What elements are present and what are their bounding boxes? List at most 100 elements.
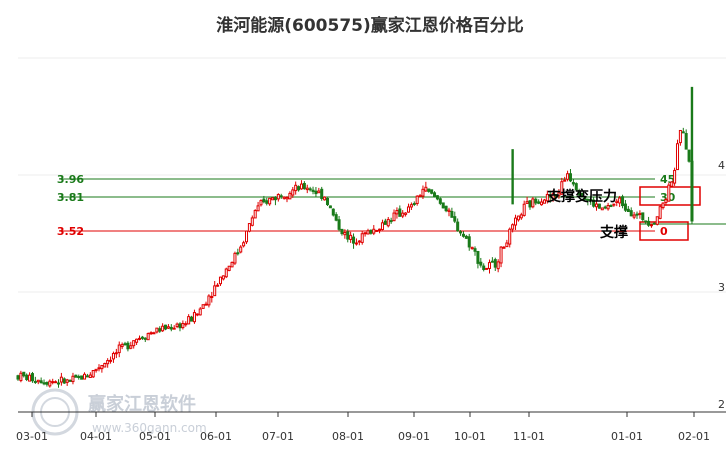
- candle-body: [100, 364, 104, 370]
- candle-body: [473, 248, 477, 252]
- candle-body: [661, 202, 665, 209]
- candle-body: [557, 192, 561, 197]
- x-tick-label: 09-01: [398, 430, 430, 443]
- candle-body: [271, 197, 275, 201]
- candle-body: [213, 285, 217, 297]
- candle-body: [242, 242, 246, 247]
- candle-body: [308, 188, 312, 191]
- x-tick-label: 06-01: [200, 430, 232, 443]
- x-tick-label: 04-01: [80, 430, 112, 443]
- candle-body: [571, 182, 575, 185]
- candle-body: [288, 192, 292, 200]
- candle-body: [259, 200, 263, 206]
- candle-body: [230, 261, 234, 268]
- candle-body: [560, 181, 564, 195]
- candle-body: [649, 224, 653, 227]
- candle-body: [375, 229, 379, 232]
- candle-body: [574, 183, 578, 191]
- candle-body: [88, 374, 92, 379]
- candle-body: [224, 268, 228, 278]
- candle-body: [418, 195, 422, 198]
- candle-body: [111, 352, 115, 360]
- candle-body: [187, 316, 191, 325]
- candle-body: [485, 267, 489, 270]
- candle-body: [317, 190, 321, 194]
- candle-body: [389, 220, 393, 223]
- candle-body: [340, 228, 344, 235]
- candle-body: [621, 196, 625, 207]
- candle-body: [114, 352, 118, 355]
- candle-body: [65, 379, 69, 383]
- candle-body: [233, 252, 237, 264]
- candle-body: [493, 259, 497, 268]
- candle-body: [91, 369, 95, 378]
- candle-body: [655, 216, 659, 225]
- candle-body: [140, 336, 144, 339]
- candle-body: [548, 195, 552, 198]
- annotation-label: 支撑: [599, 224, 628, 241]
- x-axis: 03-01 04-01 05-01 06-01 07-01 08-01 09-01 10-01…: [16, 411, 726, 443]
- candle-body: [459, 231, 463, 234]
- candle-body: [583, 196, 587, 201]
- candle-body: [383, 220, 387, 225]
- candle-body: [514, 217, 518, 226]
- candle-body: [566, 173, 570, 180]
- candle-body: [447, 209, 451, 212]
- candle-body: [265, 200, 269, 204]
- candle-body: [366, 230, 370, 235]
- candle-body: [192, 312, 196, 323]
- x-tick-label: 05-01: [139, 430, 171, 443]
- candle-body: [678, 129, 682, 144]
- candle-body: [175, 323, 179, 328]
- candle-body: [476, 250, 480, 264]
- x-tick-label: 10-01: [454, 430, 486, 443]
- candle-body: [343, 232, 347, 236]
- candle-body: [430, 189, 434, 194]
- candle-body: [216, 284, 220, 287]
- candle-body: [363, 232, 367, 235]
- candle-body: [398, 208, 402, 217]
- candle-body: [137, 337, 141, 340]
- candle-body: [580, 192, 584, 197]
- candle-body: [554, 194, 558, 197]
- candle-body: [146, 333, 150, 341]
- candle-body: [600, 207, 604, 211]
- candle-body: [603, 206, 607, 209]
- candle-body: [456, 221, 460, 232]
- candle-body: [490, 260, 494, 263]
- x-tick-label: 07-01: [262, 430, 294, 443]
- candle-body: [349, 234, 353, 240]
- candle-body: [210, 296, 214, 299]
- candle-body: [615, 200, 619, 203]
- candle-body: [427, 188, 431, 192]
- candle-body: [195, 313, 199, 316]
- candle-body: [415, 195, 419, 204]
- candle-body: [245, 230, 249, 243]
- candle-body: [299, 183, 303, 190]
- candle-body: [123, 343, 127, 346]
- candle-body: [421, 188, 425, 197]
- candle-body: [586, 198, 590, 201]
- candle-body: [282, 196, 286, 199]
- candle-body: [334, 214, 338, 221]
- candle-body: [120, 344, 124, 348]
- candle-body: [85, 375, 89, 378]
- candle-body: [412, 202, 416, 205]
- candle-body: [126, 342, 130, 350]
- candle-body: [204, 303, 208, 306]
- level-price-label: 3.81: [57, 191, 84, 204]
- level-percent-label: 0: [660, 225, 668, 238]
- candle-body: [36, 379, 40, 383]
- candle-body: [227, 265, 231, 271]
- candle-body: [181, 322, 185, 329]
- candle-body: [505, 242, 509, 248]
- candle-body: [117, 344, 121, 354]
- candle-body: [39, 380, 43, 384]
- candle-body: [28, 374, 32, 382]
- candle-body: [247, 223, 251, 232]
- candle-body: [221, 275, 225, 280]
- candle-body: [542, 199, 546, 204]
